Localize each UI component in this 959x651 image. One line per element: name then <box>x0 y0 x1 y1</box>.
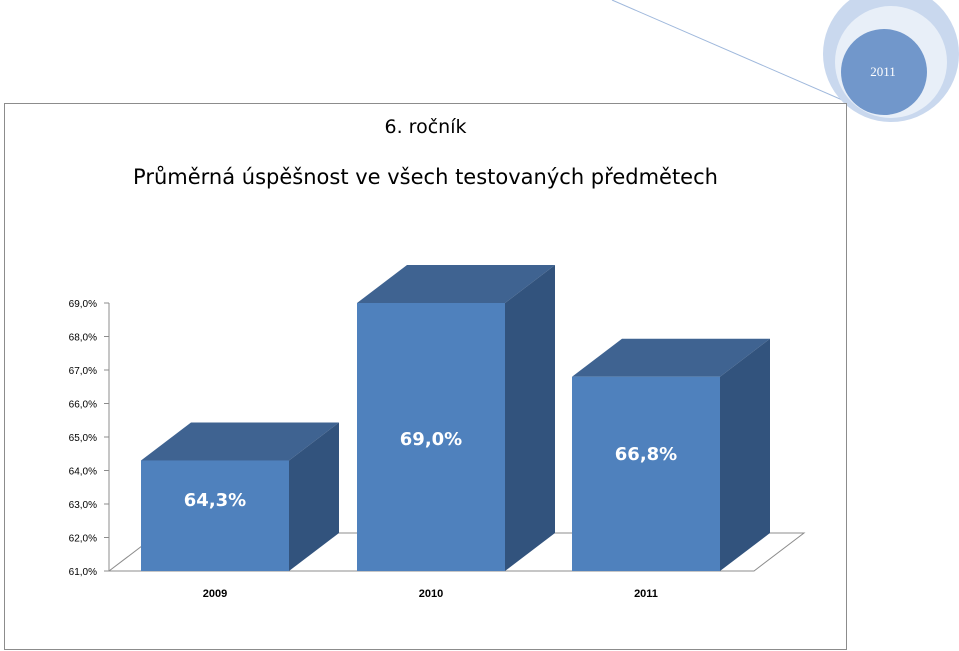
chart-title: Průměrná úspěšnost ve všech testovaných … <box>133 165 718 189</box>
grade-title: 6. ročník <box>384 116 467 138</box>
bar-side-face <box>505 265 555 571</box>
y-tick-label: 65,0% <box>69 433 97 444</box>
bar-side-face <box>289 422 339 571</box>
y-tick-label: 62,0% <box>69 534 97 545</box>
data-label: 64,3% <box>184 490 246 511</box>
bar-chart: 61,0% 62,0% 63,0% 64,0% 65,0% 66,0% 67,0% 68,0%… <box>69 265 806 600</box>
y-tick-label: 68,0% <box>69 333 97 344</box>
y-tick-label: 63,0% <box>69 500 97 511</box>
bar-top-face <box>572 338 770 377</box>
bar <box>572 376 720 571</box>
bar <box>141 460 289 571</box>
y-tick-label: 64,0% <box>69 467 97 478</box>
bar <box>357 303 505 571</box>
data-label: 66,8% <box>615 444 677 465</box>
data-label: 69,0% <box>400 429 462 450</box>
bar-top-face <box>357 265 555 303</box>
bar-side-face <box>720 338 770 571</box>
year-badge: 2011 <box>870 64 896 79</box>
decorative-circle-inner <box>841 29 927 115</box>
y-tick-label: 61,0% <box>69 567 97 578</box>
y-tick-label: 69,0% <box>69 299 97 310</box>
x-tick-label: 2009 <box>203 588 227 600</box>
decorative-line <box>611 0 871 113</box>
bar-top-face <box>141 422 339 461</box>
y-tick-label: 67,0% <box>69 366 97 377</box>
x-tick-label: 2010 <box>419 588 443 600</box>
chart-frame: 6. ročník Průměrná úspěšnost ve všech te… <box>4 103 847 650</box>
y-tick-label: 66,0% <box>69 400 97 411</box>
x-tick-label: 2011 <box>634 588 658 600</box>
